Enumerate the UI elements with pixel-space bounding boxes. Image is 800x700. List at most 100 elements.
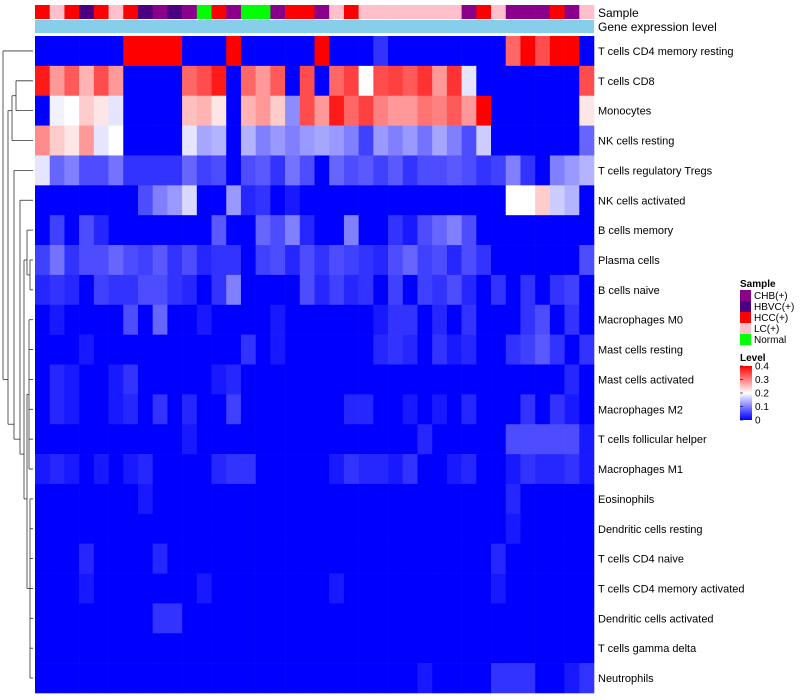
heatmap-cell: [137, 95, 153, 126]
heatmap-cell: [152, 304, 168, 335]
heatmap-cell: [329, 364, 345, 395]
heatmap-cell: [446, 454, 462, 485]
heatmap-cell: [549, 155, 565, 186]
heatmap-cell: [49, 663, 65, 694]
heatmap-cell: [358, 65, 374, 97]
heatmap-cell: [505, 36, 521, 67]
sample-annotation-cell: [461, 5, 477, 19]
row-label: Macrophages M1: [598, 464, 683, 476]
heatmap-cell: [93, 185, 109, 216]
heatmap-cell: [343, 65, 359, 97]
heatmap-cell: [270, 633, 286, 664]
heatmap-cell: [182, 454, 198, 485]
heatmap-cell: [402, 245, 418, 276]
heatmap-cell: [226, 483, 242, 515]
heatmap-cell: [505, 245, 521, 276]
heatmap-cell: [196, 215, 212, 246]
heatmap-cell: [343, 513, 359, 544]
heatmap-cell: [240, 543, 256, 574]
heatmap-cell: [388, 155, 404, 186]
heatmap-cell: [358, 185, 374, 216]
heatmap-cell: [549, 543, 565, 574]
heatmap-cell: [211, 155, 227, 186]
heatmap-cell: [491, 364, 507, 395]
heatmap-cell: [505, 513, 521, 544]
heatmap-cell: [373, 36, 389, 67]
heatmap-cell: [329, 394, 345, 425]
heatmap-cell: [402, 394, 418, 425]
heatmap-cell: [417, 603, 433, 634]
heatmap-cell: [64, 543, 80, 574]
heatmap-cell: [196, 603, 212, 634]
heatmap-cell: [314, 95, 330, 126]
heatmap-cell: [432, 155, 448, 186]
heatmap-cell: [93, 304, 109, 335]
heatmap-cell: [108, 364, 124, 395]
heatmap-cell: [446, 633, 462, 664]
heatmap-cell: [535, 424, 551, 455]
heatmap-cell: [505, 483, 521, 515]
heatmap-cell: [373, 603, 389, 634]
heatmap-cell: [535, 543, 551, 574]
heatmap-cell: [226, 663, 242, 694]
heatmap-cell: [520, 543, 536, 574]
heatmap-cell: [211, 454, 227, 485]
sample-annotation-cell: [491, 5, 507, 19]
heatmap-cell: [388, 125, 404, 156]
heatmap-cell: [343, 334, 359, 365]
heatmap-cell: [417, 424, 433, 455]
heatmap-cell: [549, 274, 565, 306]
heatmap-cell: [108, 513, 124, 544]
heatmap-cell: [285, 245, 301, 276]
heatmap-cell: [373, 245, 389, 276]
heatmap-cell: [167, 573, 183, 604]
heatmap-cell: [211, 663, 227, 694]
heatmap-cell: [64, 274, 80, 306]
heatmap-cell: [285, 633, 301, 664]
heatmap-cell: [152, 633, 168, 664]
heatmap-cell: [461, 245, 477, 276]
row-label: T cells follicular helper: [598, 434, 707, 446]
heatmap-cell: [564, 364, 580, 395]
heatmap-cell: [329, 65, 345, 97]
heatmap-cell: [373, 394, 389, 425]
sample-annotation-cell: [93, 5, 109, 19]
sample-annotation-cell: [564, 5, 580, 19]
heatmap-cell: [79, 185, 95, 216]
heatmap-cell: [358, 95, 374, 126]
heatmap-cell: [167, 633, 183, 664]
heatmap-cell: [520, 513, 536, 544]
sample-legend-swatch: [740, 301, 751, 312]
heatmap-cell: [417, 513, 433, 544]
level-legend: Level 0.4 0.3 0.2 0.1 0: [740, 353, 769, 427]
heatmap-cell: [64, 155, 80, 186]
heatmap-cell: [491, 245, 507, 276]
heatmap-cell: [432, 454, 448, 485]
heatmap-cell: [564, 155, 580, 186]
heatmap-cell: [535, 155, 551, 186]
heatmap-cell: [152, 274, 168, 306]
heatmap-cell: [49, 633, 65, 664]
heatmap-cell: [579, 65, 595, 97]
heatmap-cell: [35, 424, 51, 455]
heatmap-cell: [49, 215, 65, 246]
heatmap-cell: [314, 36, 330, 67]
heatmap-cell: [417, 483, 433, 515]
sample-legend-label: HBVC(+): [754, 302, 794, 313]
heatmap-cell: [108, 215, 124, 246]
heatmap-cell: [79, 304, 95, 335]
heatmap-cell: [226, 603, 242, 634]
heatmap-cell: [476, 573, 492, 604]
heatmap-cell: [285, 215, 301, 246]
heatmap-cell: [564, 663, 580, 694]
heatmap-cell: [564, 334, 580, 365]
heatmap-cell: [137, 394, 153, 425]
heatmap-cell: [182, 65, 198, 97]
heatmap-cell: [93, 513, 109, 544]
heatmap-cell: [476, 65, 492, 97]
heatmap-cell: [152, 603, 168, 634]
heatmap-cell: [358, 245, 374, 276]
heatmap-cell: [226, 95, 242, 126]
heatmap-cell: [211, 483, 227, 515]
heatmap-cell: [240, 483, 256, 515]
